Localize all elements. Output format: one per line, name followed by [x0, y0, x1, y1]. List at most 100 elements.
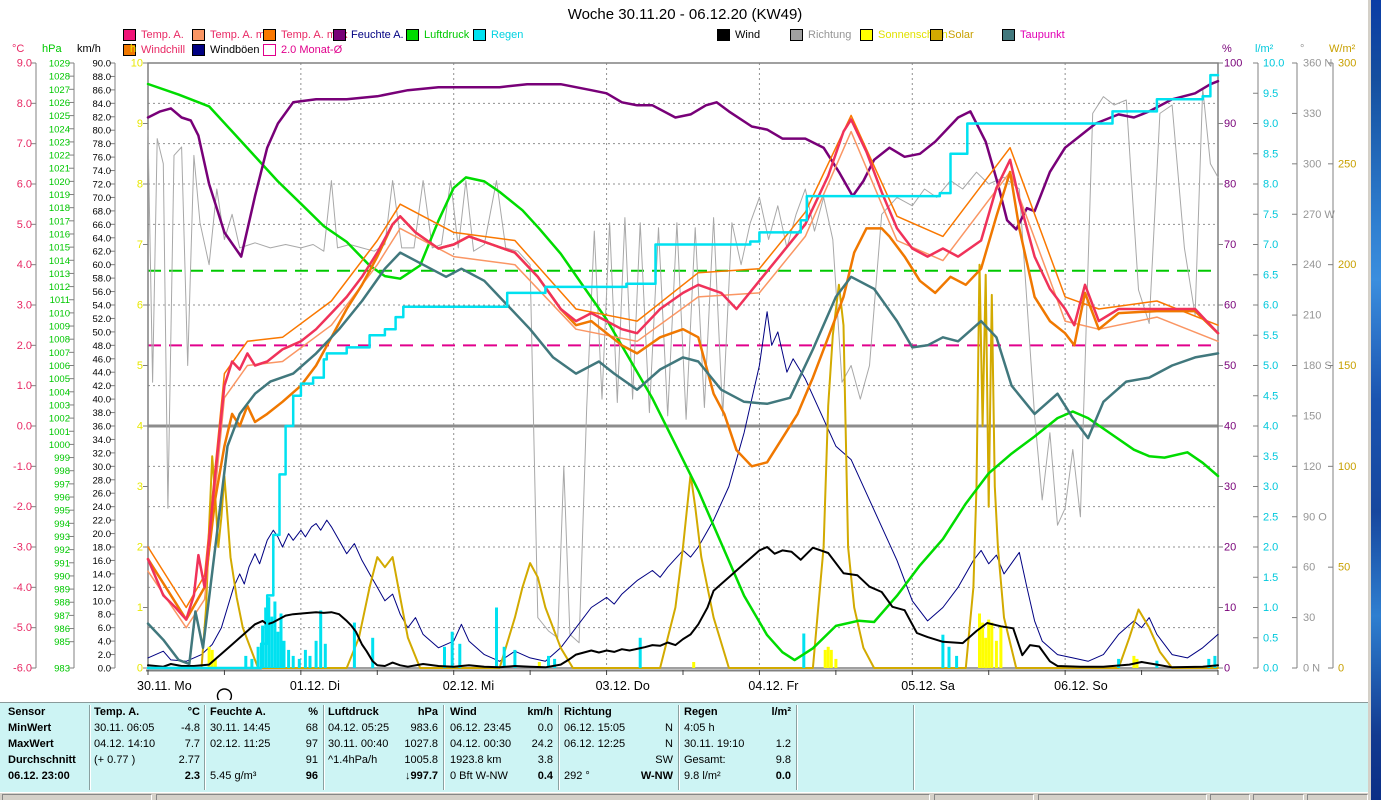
table-column-separator — [323, 705, 324, 790]
full-moon-icon — [216, 688, 233, 704]
table-column-separator — [913, 705, 914, 790]
svg-text:0: 0 — [1224, 663, 1230, 675]
svg-text:0.0: 0.0 — [17, 421, 32, 433]
svg-text:990: 990 — [54, 571, 70, 582]
table-value: N — [665, 738, 673, 750]
svg-text:6: 6 — [137, 300, 143, 312]
svg-text:2.5: 2.5 — [1263, 511, 1278, 523]
svg-text:78.0: 78.0 — [93, 139, 112, 150]
svg-text:1018: 1018 — [49, 203, 70, 214]
svg-text:1008: 1008 — [49, 335, 70, 346]
series-windboen — [147, 311, 1219, 662]
svg-text:05.12. Sa: 05.12. Sa — [901, 679, 955, 693]
svg-text:60.0: 60.0 — [93, 260, 112, 271]
table-value: -4.8 — [181, 722, 200, 734]
svg-text:20.0: 20.0 — [93, 529, 112, 540]
legend-color-swatch — [717, 29, 730, 41]
svg-text:60: 60 — [1224, 300, 1236, 312]
table-value: 97 — [305, 738, 318, 750]
svg-text:998: 998 — [54, 466, 70, 477]
svg-text:1024: 1024 — [49, 124, 70, 135]
svg-text:04.12. Fr: 04.12. Fr — [748, 679, 798, 693]
svg-text:1011: 1011 — [50, 295, 70, 306]
svg-text:0: 0 — [1338, 663, 1344, 675]
svg-text:0 N: 0 N — [1303, 663, 1320, 675]
svg-text:2.0: 2.0 — [17, 340, 32, 352]
svg-text:3.5: 3.5 — [1263, 451, 1278, 463]
svg-text:20: 20 — [1224, 542, 1236, 554]
svg-text:01.12. Di: 01.12. Di — [290, 679, 340, 693]
table-value: 1.2 — [775, 738, 791, 750]
svg-text:22.0: 22.0 — [93, 516, 112, 527]
svg-text:3.0: 3.0 — [1263, 481, 1278, 493]
svg-text:1: 1 — [137, 602, 143, 614]
series-solar — [147, 263, 1219, 669]
table-col-header: Luftdruck — [328, 706, 379, 718]
legend-color-swatch — [333, 29, 346, 41]
legend-label: Wind — [735, 29, 761, 41]
legend-label: Richtung — [808, 29, 852, 41]
table-value-label: 06.12. 23:45 — [450, 722, 512, 734]
legend-color-swatch — [123, 44, 136, 56]
svg-text:km/h: km/h — [77, 43, 101, 55]
table-value-label: 04.12. 00:30 — [450, 738, 512, 750]
legend-item-feuchte-a-: Feuchte A. — [333, 29, 404, 41]
svg-text:0.5: 0.5 — [1263, 632, 1278, 644]
svg-text:38.0: 38.0 — [93, 408, 112, 419]
svg-text:993: 993 — [54, 532, 70, 543]
svg-text:0: 0 — [137, 663, 143, 675]
svg-text:150: 150 — [1303, 410, 1321, 422]
legend-item-taupunkt: Taupunkt — [1002, 29, 1065, 41]
status-bar-segment — [1210, 794, 1250, 800]
legend-item-luftdruck: Luftdruck — [406, 29, 469, 41]
svg-text:300: 300 — [1338, 58, 1356, 70]
legend-label: Feuchte A. — [351, 29, 404, 41]
svg-text:80: 80 — [1224, 179, 1236, 191]
svg-text:88.0: 88.0 — [93, 72, 112, 83]
svg-text:250: 250 — [1338, 158, 1356, 170]
table-row-label: MinWert — [8, 722, 52, 734]
svg-text:6.0: 6.0 — [98, 623, 111, 634]
svg-text:5.0: 5.0 — [1263, 360, 1278, 372]
table-value-label: 02.12. 11:25 — [210, 738, 271, 750]
table-value-label: 30.11. 19:10 — [684, 738, 745, 750]
status-bar-segment — [2, 794, 152, 800]
axis-pressure: hPa 983 985 986 987 988 989 990 991 992 993 994 995 9… — [42, 43, 75, 675]
table-column-separator — [678, 705, 679, 790]
svg-text:1013: 1013 — [49, 269, 70, 280]
svg-text:1005: 1005 — [49, 374, 70, 385]
svg-text:992: 992 — [54, 545, 70, 556]
svg-text:1015: 1015 — [49, 243, 70, 254]
table-value-label: 4:05 h — [684, 722, 715, 734]
svg-text:995: 995 — [54, 506, 70, 517]
svg-text:02.12. Mi: 02.12. Mi — [443, 679, 494, 693]
svg-text:30: 30 — [1224, 481, 1236, 493]
svg-text:-2.0: -2.0 — [13, 501, 32, 513]
status-bar-segment — [1038, 794, 1207, 800]
svg-text:52.0: 52.0 — [93, 314, 112, 325]
svg-text:210: 210 — [1303, 310, 1321, 322]
svg-text:1010: 1010 — [49, 308, 70, 319]
svg-text:4.5: 4.5 — [1263, 390, 1278, 402]
series-wind — [147, 546, 1219, 669]
svg-text:270 W: 270 W — [1303, 209, 1335, 221]
svg-text:988: 988 — [54, 598, 70, 609]
svg-text:1028: 1028 — [49, 72, 70, 83]
table-row-label: MaxWert — [8, 738, 54, 750]
legend-item-regen: Regen — [473, 29, 523, 41]
legend-item-solar: Solar — [930, 29, 974, 41]
legend-color-swatch — [123, 29, 136, 41]
status-bar — [0, 792, 1368, 800]
legend-color-swatch — [790, 29, 803, 41]
legend-label: Windchill — [141, 44, 186, 56]
svg-text:330: 330 — [1303, 108, 1321, 120]
svg-text:1020: 1020 — [49, 177, 70, 188]
svg-text:986: 986 — [54, 624, 70, 635]
series-windchill — [146, 170, 1220, 621]
status-bar-segment — [1307, 794, 1368, 800]
series-regen-rate — [244, 597, 1217, 669]
svg-text:1001: 1001 — [49, 427, 70, 438]
svg-text:76.0: 76.0 — [93, 153, 112, 164]
legend-item-temp-a-: Temp. A. — [123, 29, 184, 41]
